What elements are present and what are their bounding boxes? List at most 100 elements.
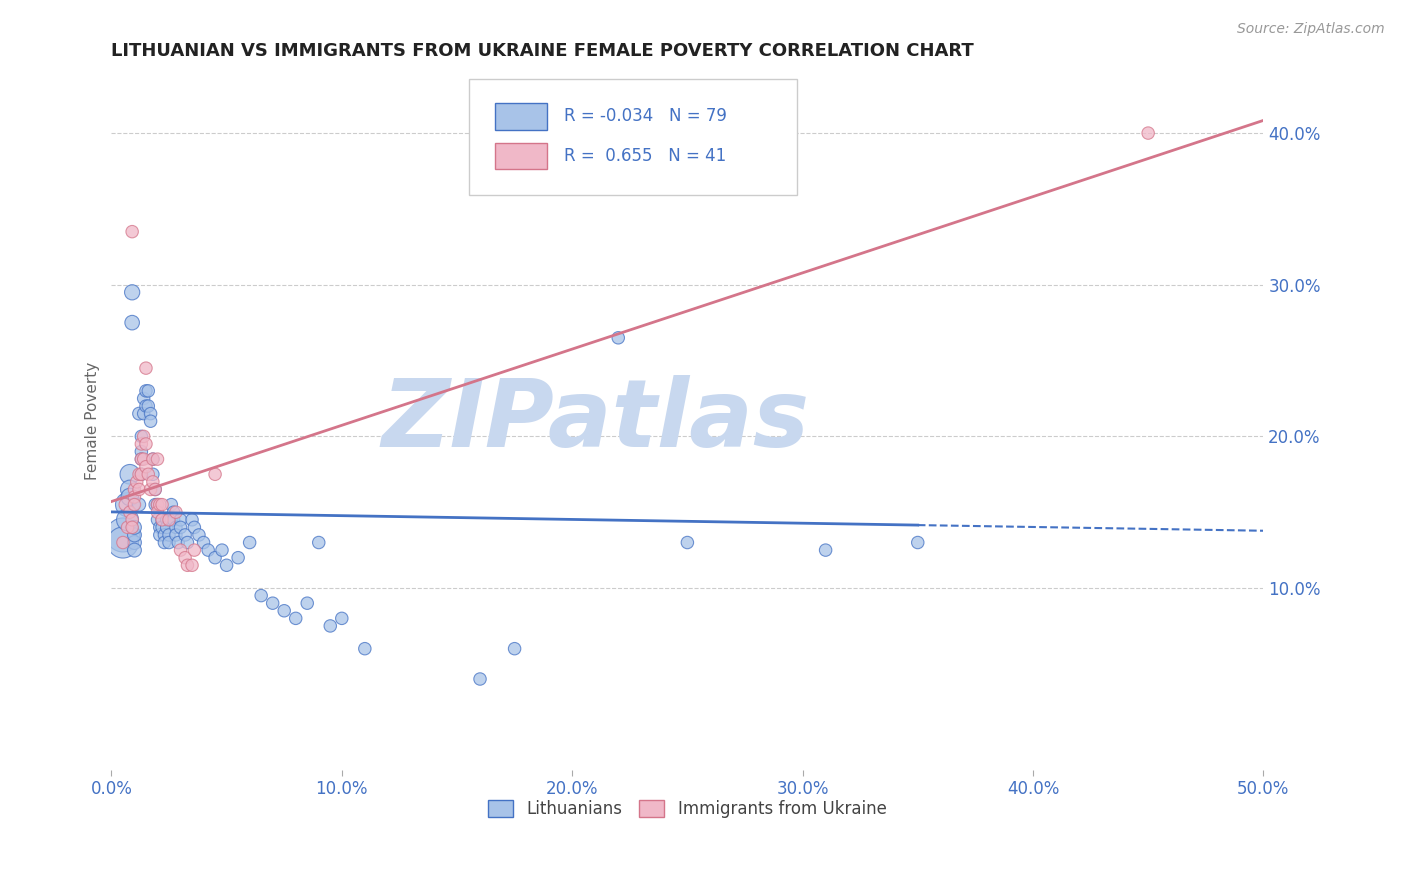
Point xyxy=(193,535,215,549)
Point xyxy=(150,513,173,527)
Point xyxy=(111,528,134,542)
Point xyxy=(135,384,157,398)
Point xyxy=(146,452,169,467)
Point xyxy=(142,467,165,482)
Point xyxy=(143,498,166,512)
Point xyxy=(136,467,159,482)
Point xyxy=(125,475,148,489)
Point xyxy=(162,505,184,519)
Point xyxy=(143,483,166,497)
Point xyxy=(139,407,162,421)
Point xyxy=(319,619,342,633)
Point xyxy=(132,392,155,406)
Point xyxy=(111,535,134,549)
Point xyxy=(308,535,330,549)
Point xyxy=(174,550,197,565)
Point xyxy=(907,535,929,549)
Point xyxy=(676,535,699,549)
Point xyxy=(204,550,226,565)
Point xyxy=(132,429,155,443)
Point xyxy=(188,528,211,542)
Point xyxy=(146,498,169,512)
Point xyxy=(118,490,141,504)
Point xyxy=(124,490,146,504)
Point xyxy=(124,528,146,542)
Point xyxy=(262,596,284,610)
Text: R = -0.034   N = 79: R = -0.034 N = 79 xyxy=(564,107,727,126)
Bar xyxy=(495,103,547,129)
Point xyxy=(128,407,150,421)
Point xyxy=(250,589,273,603)
Point xyxy=(139,483,162,497)
Point xyxy=(117,498,139,512)
Point xyxy=(136,399,159,413)
Point xyxy=(153,528,176,542)
Point xyxy=(131,429,153,443)
Point xyxy=(131,452,153,467)
Point xyxy=(142,452,165,467)
Point xyxy=(132,452,155,467)
Point xyxy=(149,528,172,542)
Point xyxy=(165,528,187,542)
Point xyxy=(181,513,204,527)
Point xyxy=(176,535,198,549)
Bar xyxy=(495,143,547,169)
Point xyxy=(157,535,180,549)
Text: Source: ZipAtlas.com: Source: ZipAtlas.com xyxy=(1237,22,1385,37)
Point xyxy=(150,513,173,527)
Point xyxy=(284,611,307,625)
Point xyxy=(131,467,153,482)
Point xyxy=(146,513,169,527)
Point xyxy=(215,558,238,573)
Point xyxy=(181,558,204,573)
Point xyxy=(146,498,169,512)
Point xyxy=(153,535,176,549)
Point xyxy=(114,498,136,512)
Point xyxy=(165,520,187,534)
Point xyxy=(353,641,375,656)
Point xyxy=(135,437,157,451)
FancyBboxPatch shape xyxy=(468,79,797,194)
Point xyxy=(167,535,190,549)
Point xyxy=(118,467,141,482)
Point xyxy=(150,520,173,534)
Point xyxy=(503,641,526,656)
Point xyxy=(814,543,837,558)
Point xyxy=(211,543,233,558)
Point xyxy=(131,444,153,458)
Point xyxy=(135,459,157,474)
Point xyxy=(156,513,179,527)
Y-axis label: Female Poverty: Female Poverty xyxy=(86,362,100,480)
Point xyxy=(157,513,180,527)
Point xyxy=(121,225,143,239)
Point xyxy=(183,520,205,534)
Point xyxy=(330,611,353,625)
Point xyxy=(124,498,146,512)
Point xyxy=(142,452,165,467)
Point xyxy=(124,543,146,558)
Point xyxy=(131,452,153,467)
Point xyxy=(128,483,150,497)
Point xyxy=(204,467,226,482)
Point xyxy=(124,520,146,534)
Point xyxy=(135,361,157,376)
Point xyxy=(143,483,166,497)
Point xyxy=(117,513,139,527)
Point xyxy=(146,505,169,519)
Point xyxy=(124,535,146,549)
Legend: Lithuanians, Immigrants from Ukraine: Lithuanians, Immigrants from Ukraine xyxy=(482,793,893,824)
Point xyxy=(197,543,219,558)
Point xyxy=(117,520,139,534)
Point xyxy=(160,513,183,527)
Point xyxy=(118,505,141,519)
Point xyxy=(136,384,159,398)
Point xyxy=(121,513,143,527)
Point xyxy=(273,604,295,618)
Point xyxy=(128,498,150,512)
Point xyxy=(165,505,187,519)
Point xyxy=(111,535,134,549)
Point xyxy=(135,399,157,413)
Point xyxy=(176,558,198,573)
Point xyxy=(131,467,153,482)
Point xyxy=(169,520,191,534)
